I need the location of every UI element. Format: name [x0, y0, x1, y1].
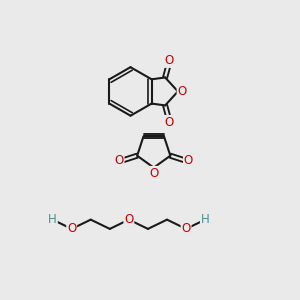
Text: O: O	[182, 222, 191, 236]
Text: O: O	[184, 154, 193, 166]
Text: O: O	[178, 85, 187, 98]
Text: O: O	[67, 222, 76, 236]
Text: O: O	[165, 54, 174, 67]
Text: O: O	[114, 154, 124, 166]
Text: H: H	[201, 213, 209, 226]
Text: O: O	[124, 213, 134, 226]
Text: H: H	[48, 213, 57, 226]
Text: O: O	[149, 167, 158, 180]
Text: O: O	[165, 116, 174, 129]
